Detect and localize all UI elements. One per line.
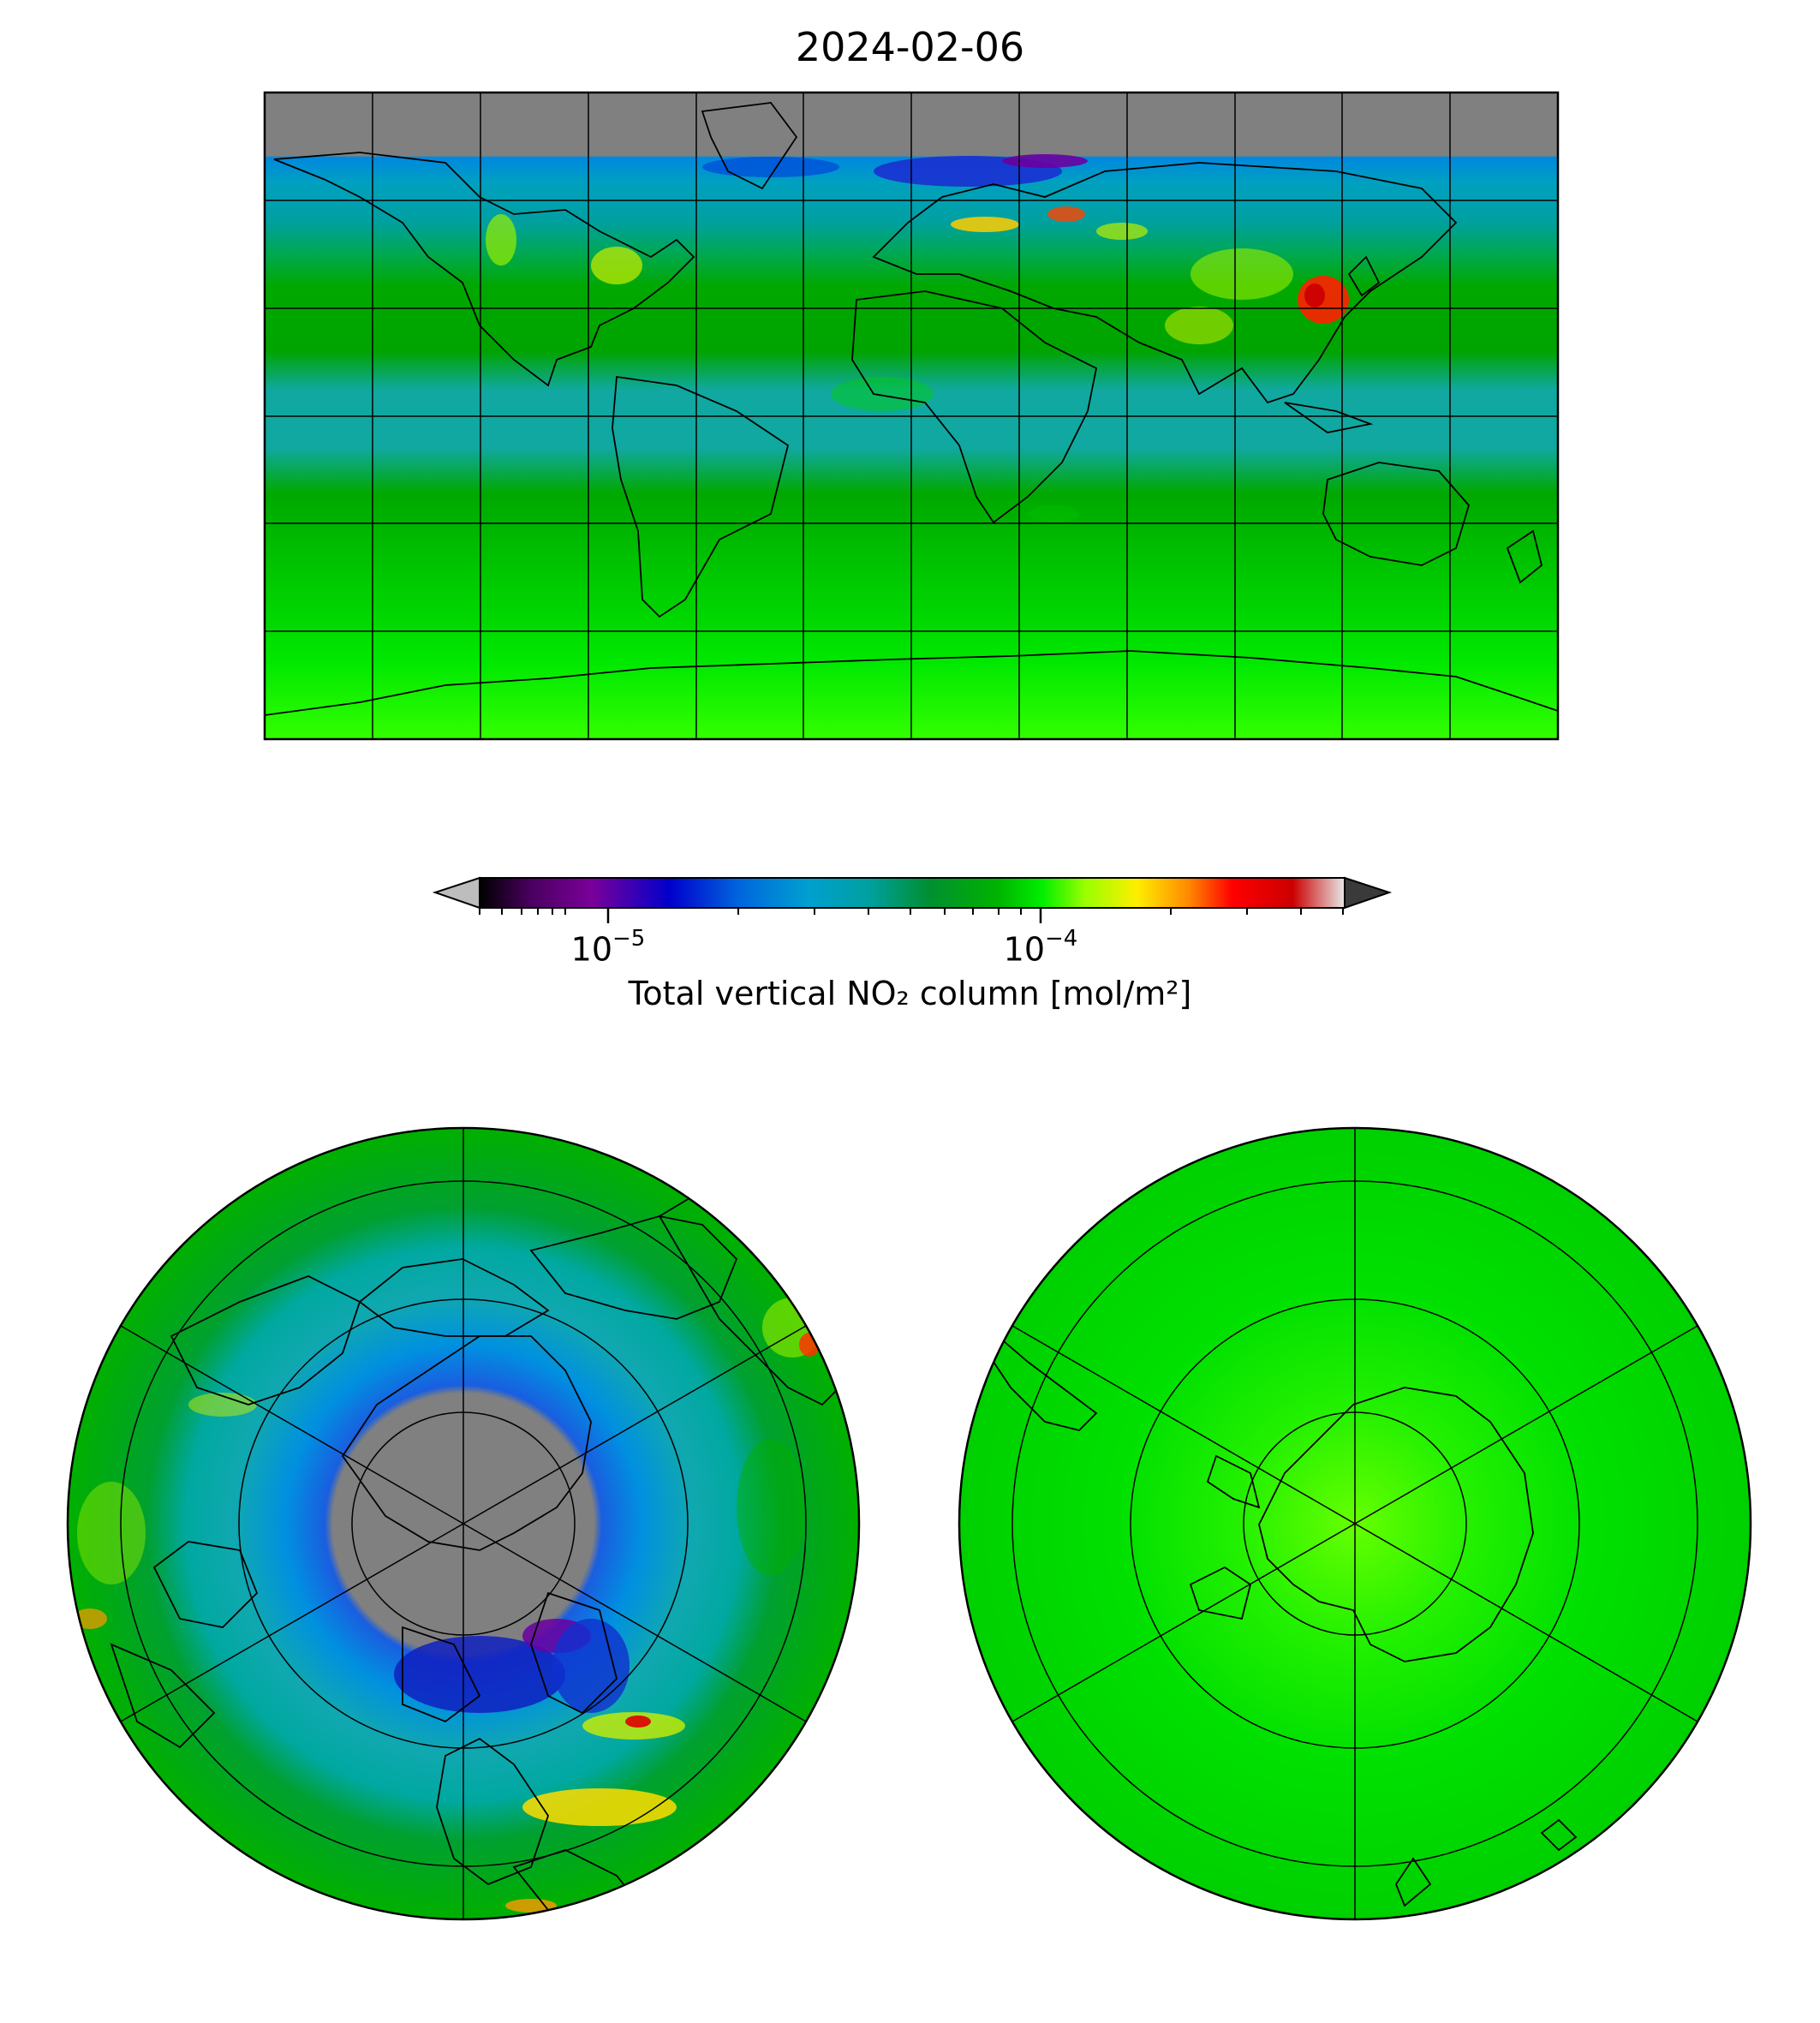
south-polar-coastlines: [993, 1334, 1578, 1907]
north-polar-map: [66, 1126, 861, 1921]
colorbar-frame: [479, 877, 1346, 909]
colorbar-ticks: [479, 908, 1344, 923]
colorbar-tick-label-1e-5: 10−5: [570, 926, 646, 969]
global-map-hotspots: [486, 154, 1349, 522]
global-coastlines: [265, 102, 1558, 716]
north-polar-gridlines: [120, 1128, 807, 1919]
south-polar-frame: [958, 1126, 1752, 1921]
colorbar-gradient: [480, 878, 1345, 908]
global-map-frame: [263, 91, 1560, 741]
global-gridlines: [265, 92, 1558, 739]
figure-title: 2024-02-06: [795, 24, 1025, 70]
colorbar-tick-label-1e-4: 10−4: [1003, 926, 1078, 969]
colorbar-label: Total vertical NO₂ column [mol/m²]: [628, 975, 1192, 1012]
colorbar-under-extension: [432, 876, 480, 910]
north-polar-frame: [66, 1126, 861, 1921]
global-map: [263, 91, 1560, 741]
north-polar-hotspots: [73, 1298, 822, 1913]
colorbar-over-extension: [1344, 876, 1393, 910]
south-polar-map: [958, 1126, 1752, 1921]
colorbar: [432, 876, 1393, 923]
south-polar-gridlines: [1011, 1128, 1698, 1919]
